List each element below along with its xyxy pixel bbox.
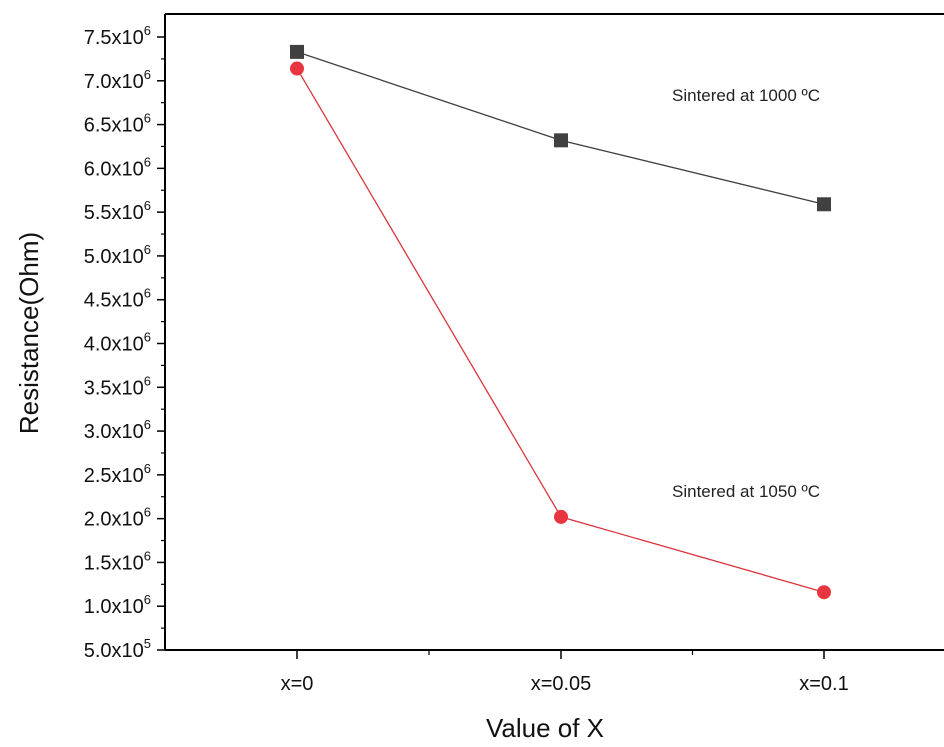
y-tick-mantissa: 7.5x10 [84,27,144,49]
y-tick-label: 2.0x106 [84,505,151,531]
y-tick-exponent: 6 [144,154,151,169]
y-tick-exponent: 5 [144,636,151,651]
y-tick-mantissa: 6.0x10 [84,158,144,180]
data-point [817,197,831,212]
y-tick-mantissa: 5.0x10 [84,246,144,268]
y-tick-mantissa: 5.0x10 [84,640,144,662]
y-tick-mantissa: 7.0x10 [84,71,144,93]
x-tick-label: x=0 [281,673,314,695]
series-layer: Sintered at 1000 ºC Sintered at 1050 ºC [290,44,831,600]
data-point [290,61,304,76]
y-tick-mantissa: 1.0x10 [84,596,144,618]
y-axis-ticks: 5.0x1051.0x1061.5x1062.0x1062.5x1063.0x1… [84,23,165,662]
y-tick-exponent: 6 [144,286,151,301]
y-tick-label: 1.5x106 [84,548,151,574]
y-tick-exponent: 6 [144,505,151,520]
axes [164,13,944,651]
y-tick-label: 5.0x106 [84,242,151,268]
y-tick-exponent: 6 [144,67,151,82]
data-point [817,585,831,600]
series-annotation: Sintered at 1000 ºC [672,86,820,105]
y-tick-exponent: 6 [144,330,151,345]
y-tick-label: 4.0x106 [84,330,151,356]
y-tick-exponent: 6 [144,23,151,38]
x-axis-ticks: x=0 x=0.05 x=0.1 [281,650,849,695]
series-line [296,51,825,205]
y-tick-label: 4.5x106 [84,286,151,312]
y-tick-mantissa: 2.5x10 [84,465,144,487]
y-tick-label: 6.0x106 [84,154,151,180]
y-tick-exponent: 6 [144,461,151,476]
x-tick-label: x=0.05 [531,673,592,695]
y-tick-exponent: 6 [144,242,151,257]
y-tick-label: 7.5x106 [84,23,151,49]
data-point [554,509,568,524]
y-tick-exponent: 6 [144,111,151,126]
y-tick-label: 1.0x106 [84,592,151,618]
y-tick-label: 2.5x106 [84,461,151,487]
y-tick-exponent: 6 [144,592,151,607]
series-2: Sintered at 1050 ºC [290,61,831,600]
y-tick-mantissa: 4.5x10 [84,290,144,312]
y-tick-mantissa: 3.0x10 [84,421,144,443]
y-tick-label: 5.5x106 [84,198,151,224]
x-tick-label: x=0.1 [799,673,848,695]
y-tick-label: 6.5x106 [84,111,151,137]
y-tick-mantissa: 3.5x10 [84,377,144,399]
series-1: Sintered at 1000 ºC [290,44,831,212]
y-tick-exponent: 6 [144,548,151,563]
y-tick-mantissa: 6.5x10 [84,115,144,137]
x-axis-title: Value of X [486,713,604,743]
y-tick-mantissa: 1.5x10 [84,552,144,574]
data-point [554,133,568,148]
y-tick-mantissa: 2.0x10 [84,509,144,531]
data-point [290,44,304,59]
y-tick-label: 5.0x105 [84,636,151,662]
y-tick-exponent: 6 [144,417,151,432]
y-tick-exponent: 6 [144,373,151,388]
series-annotation: Sintered at 1050 ºC [672,482,820,501]
y-tick-label: 7.0x106 [84,67,151,93]
y-tick-label: 3.0x106 [84,417,151,443]
y-tick-mantissa: 4.0x10 [84,334,144,356]
y-axis-title: Resistance(Ohm) [14,232,44,434]
y-tick-mantissa: 5.5x10 [84,202,144,224]
y-tick-exponent: 6 [144,198,151,213]
y-tick-label: 3.5x106 [84,373,151,399]
